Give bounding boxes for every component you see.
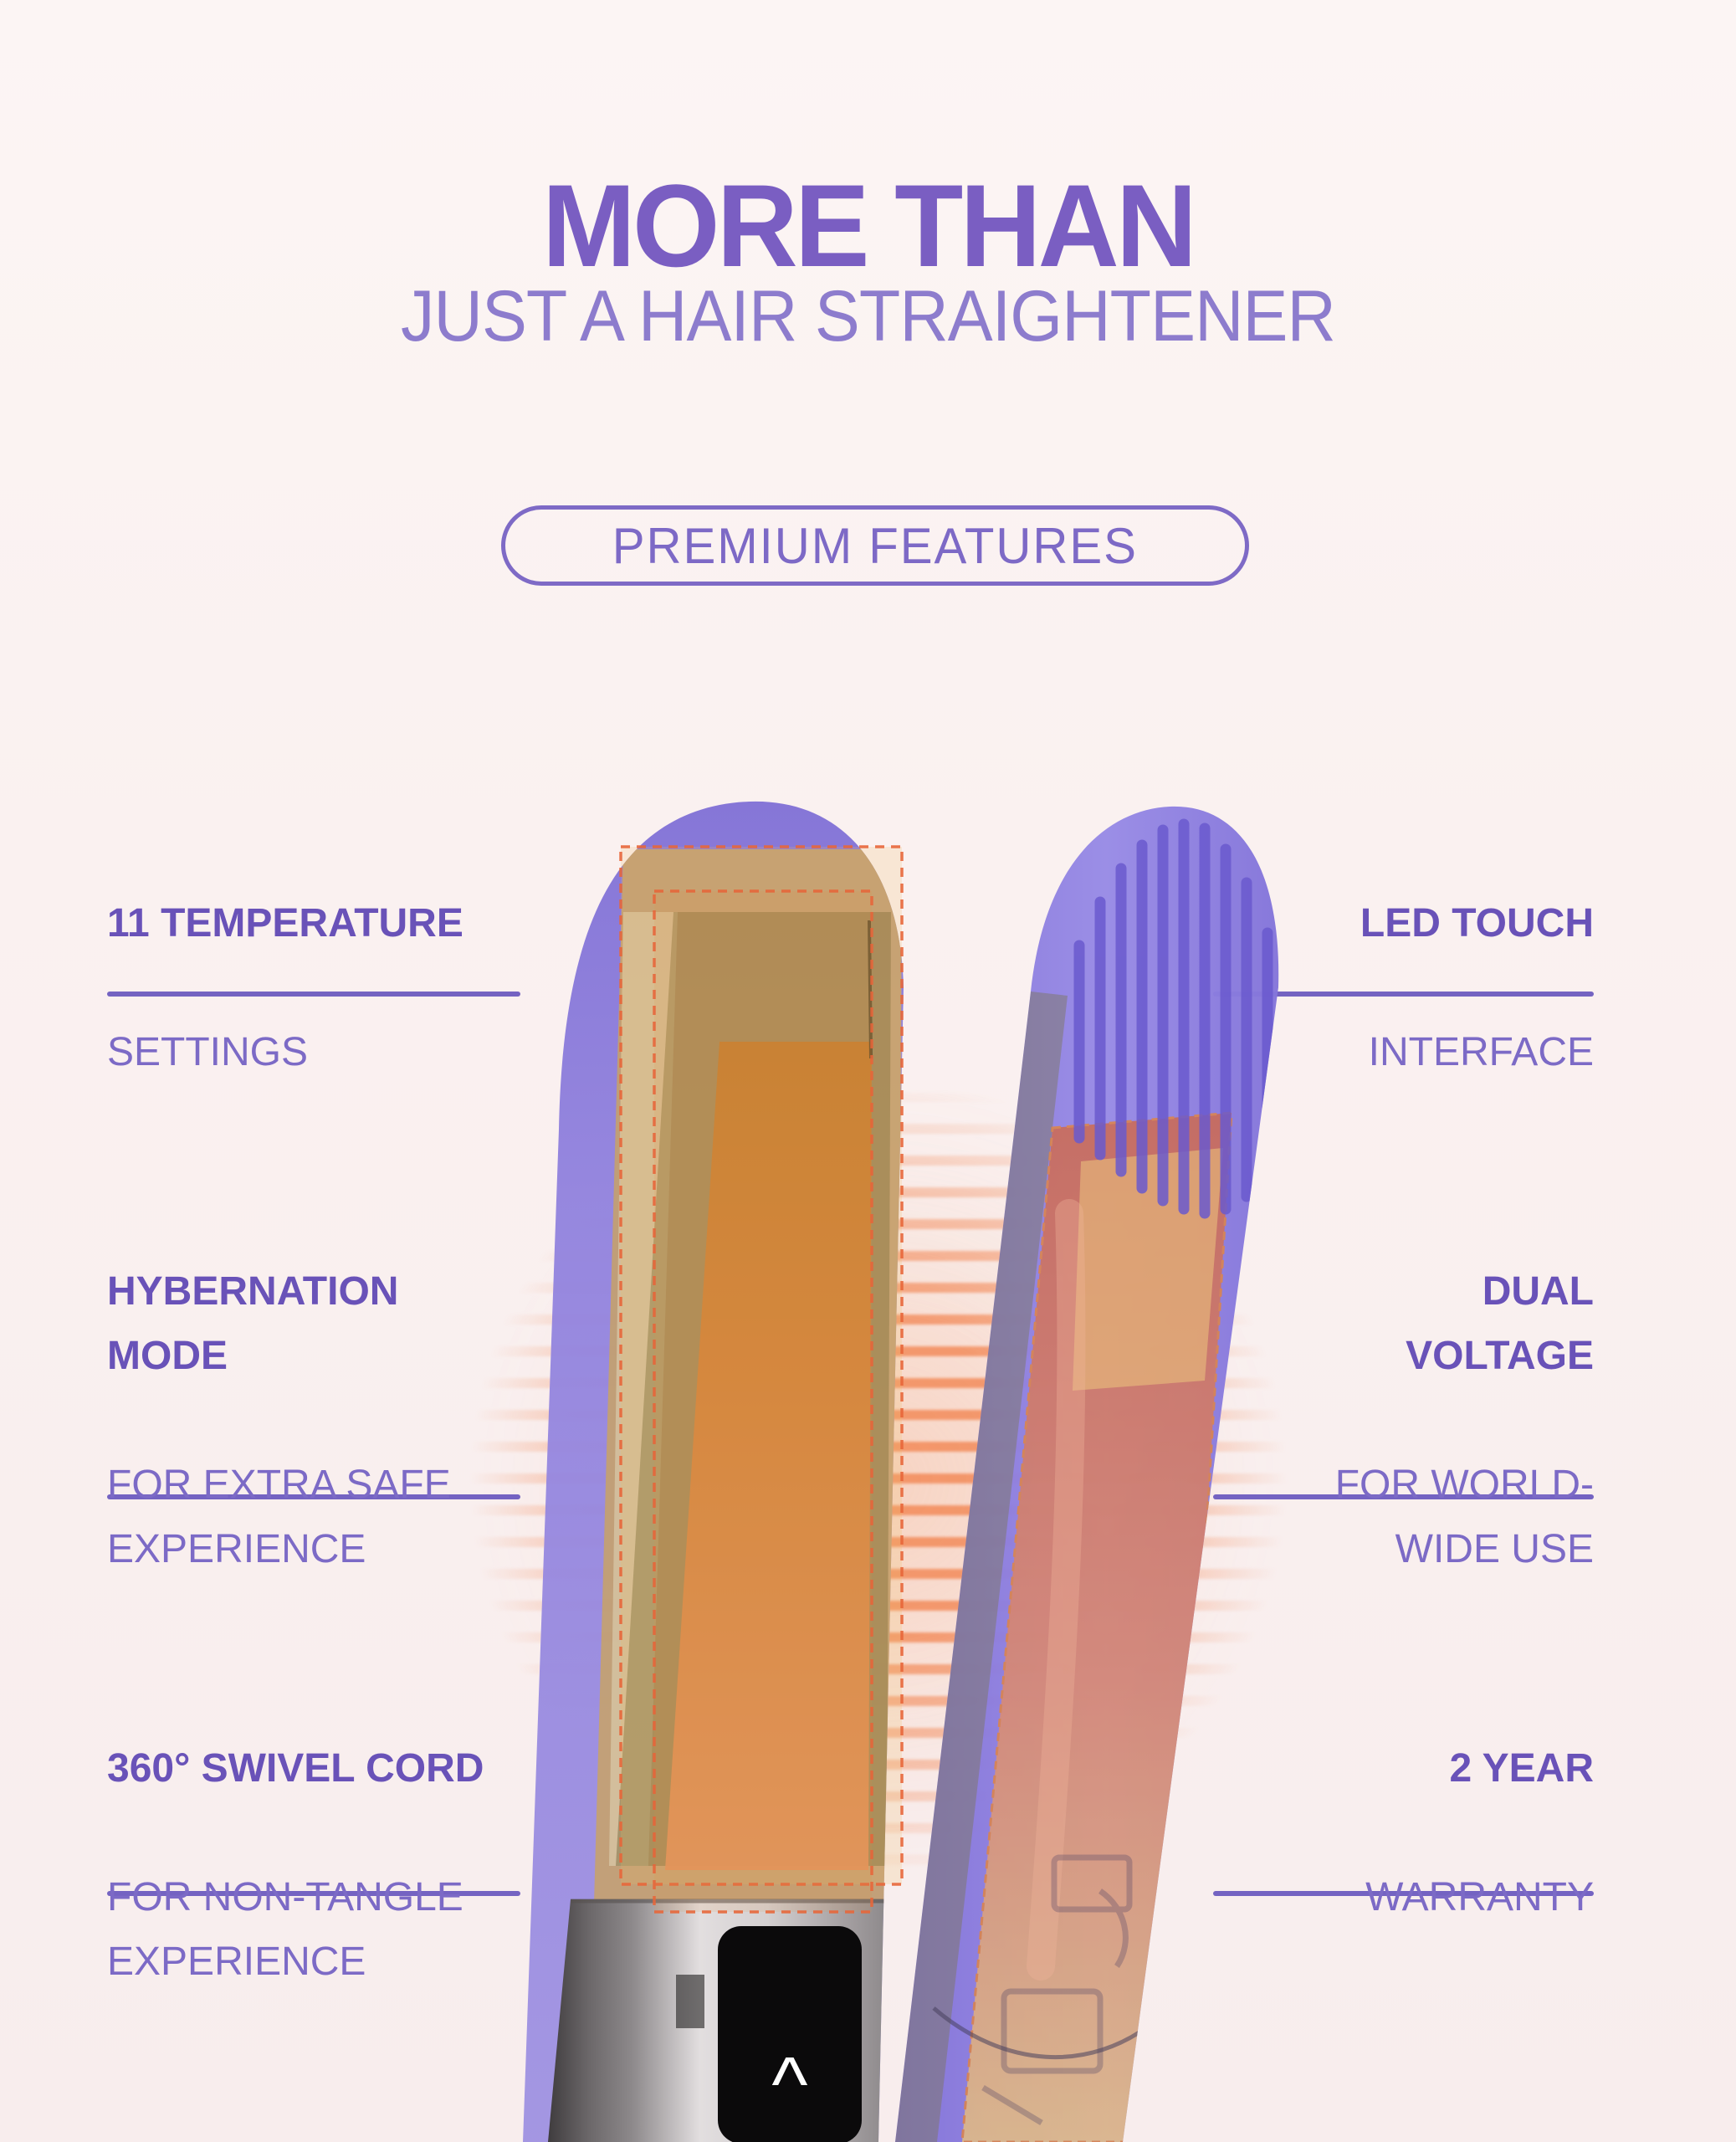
feature-temperature-settings: 11 TEMPERATURE SETTINGS (107, 827, 463, 1149)
feature-hybernation-mode: HYBERNATION MODE FOR EXTRA SAFE EXPERIEN… (107, 1195, 451, 1646)
feature-rest-text: WARRANTY (1365, 1875, 1594, 1919)
feature-bold-text: 11 TEMPERATURE (107, 901, 463, 945)
premium-features-label: PREMIUM FEATURES (612, 517, 1139, 574)
feature-divider (107, 1891, 520, 1896)
xray-components (981, 1854, 1133, 2126)
feature-divider (1213, 1494, 1594, 1499)
feature-warranty: 2 YEAR WARRANTY (1365, 1672, 1594, 1994)
feature-divider (1213, 1891, 1594, 1896)
feature-rest-text: FOR NON-TANGLE EXPERIENCE (107, 1875, 463, 1984)
power-cord (932, 2006, 1156, 2060)
screen-chevron-up-icon: ^ (771, 2042, 807, 2127)
feature-rest-text: FOR EXTRA SAFE EXPERIENCE (107, 1463, 451, 1571)
page-title: MORE THAN (541, 160, 1197, 291)
led-touch-screen (718, 1926, 862, 2142)
feature-rest-text: FOR WORLD- WIDE USE (1334, 1463, 1594, 1571)
feature-divider (107, 1494, 520, 1499)
feature-led-touch: LED TOUCH INTERFACE (1360, 827, 1594, 1149)
feature-divider (107, 992, 520, 997)
straightener-product-illustration: ^ (523, 801, 1279, 2142)
feature-bold-text: DUAL VOLTAGE (1406, 1269, 1594, 1378)
feature-swivel-cord: 360° SWIVEL CORD FOR NON-TANGLE EXPERIEN… (107, 1672, 484, 2058)
feature-bold-text: 2 YEAR (1449, 1746, 1594, 1791)
premium-features-badge: PREMIUM FEATURES (501, 505, 1249, 586)
feature-bold-text: 360° SWIVEL CORD (107, 1746, 484, 1791)
feature-dual-voltage: DUAL VOLTAGE FOR WORLD- WIDE USE (1335, 1195, 1594, 1646)
feature-divider (1213, 992, 1594, 997)
left-arm: ^ (523, 801, 904, 2142)
feature-bold-text: LED TOUCH (1360, 901, 1594, 945)
feature-bold-text: HYBERNATION MODE (107, 1269, 399, 1378)
vent-ribs (1073, 818, 1273, 1219)
page-subtitle: JUST A HAIR STRAIGHTENER (401, 276, 1336, 356)
dashed-highlight-frames (619, 845, 904, 1914)
feature-rest-text: SETTINGS (107, 1030, 309, 1074)
right-arm (895, 806, 1279, 2142)
feature-rest-text: INTERFACE (1368, 1030, 1594, 1074)
